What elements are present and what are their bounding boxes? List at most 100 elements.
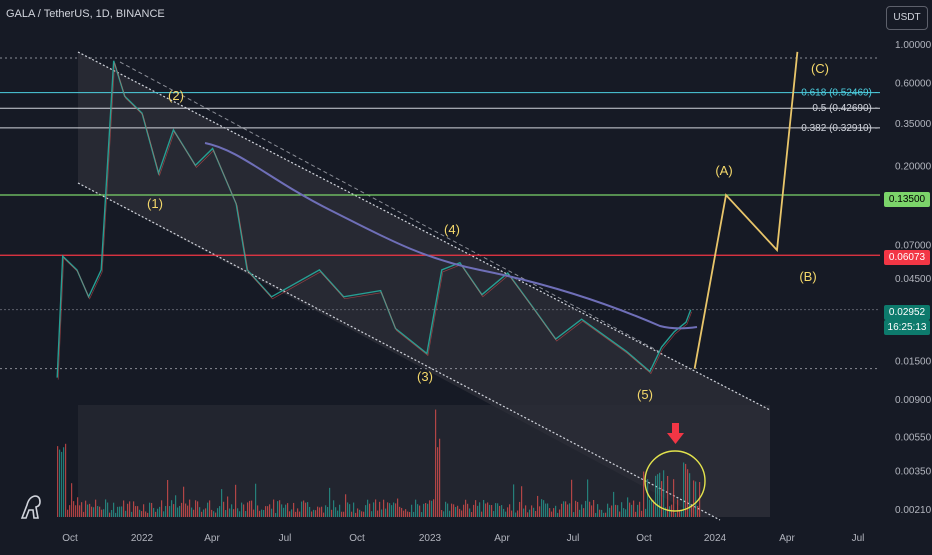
symbol-title: GALA / TetherUS, 1D, BINANCE	[6, 8, 165, 20]
volume-bar	[697, 506, 699, 517]
volume-bar	[291, 509, 293, 517]
volume-bar	[105, 499, 107, 517]
volume-bar	[147, 512, 149, 517]
volume-bar	[483, 499, 485, 517]
volume-bar	[309, 506, 311, 517]
volume-bar	[313, 509, 315, 517]
volume-bar	[445, 501, 447, 517]
volume-bar	[165, 506, 167, 517]
volume-bar	[125, 510, 127, 517]
volume-bar	[233, 509, 235, 517]
volume-bar	[413, 511, 415, 517]
volume-bar	[129, 501, 131, 517]
volume-bar	[507, 507, 509, 517]
volume-bar	[317, 506, 319, 517]
volume-bar	[117, 506, 119, 517]
volume-bar	[187, 505, 189, 517]
volume-bar	[669, 506, 671, 517]
volume-bar	[265, 506, 267, 517]
currency-button[interactable]: USDT	[886, 6, 928, 30]
volume-bar	[519, 501, 521, 517]
volume-bar	[401, 507, 403, 517]
volume-bar	[643, 471, 645, 517]
volume-bar	[645, 508, 647, 517]
volume-bar	[499, 505, 501, 517]
volume-bar	[365, 505, 367, 517]
volume-bar	[121, 506, 123, 517]
volume-bar	[289, 511, 291, 517]
volume-bar	[339, 504, 341, 517]
volume-bar	[549, 508, 551, 517]
volume-bar	[149, 502, 151, 517]
volume-bar	[247, 502, 249, 517]
volume-bar	[371, 511, 373, 517]
volume-bar	[101, 509, 103, 517]
volume-bar	[425, 503, 427, 517]
volume-bar	[245, 511, 247, 517]
volume-bar	[279, 500, 281, 517]
y-axis-tick-label: 0.20000	[895, 161, 932, 172]
volume-bar	[587, 479, 589, 517]
volume-bar	[281, 504, 283, 517]
volume-bar	[481, 511, 483, 517]
volume-bar	[397, 498, 399, 517]
volume-bar	[649, 499, 651, 517]
volume-bar	[211, 509, 213, 517]
channel-lower-line	[77, 182, 721, 521]
fib-level-label: 0.5 (0.42690) -	[812, 103, 878, 114]
volume-bar	[523, 508, 525, 517]
volume-bar	[415, 499, 417, 517]
volume-bar	[77, 497, 79, 517]
volume-bar	[119, 506, 121, 517]
volume-bar	[531, 505, 533, 517]
volume-bar	[241, 502, 243, 517]
volume-bar	[443, 511, 445, 517]
volume-bar	[411, 504, 413, 517]
volume-bar	[553, 508, 555, 517]
volume-bar	[473, 504, 475, 517]
volume-bar	[655, 475, 657, 517]
volume-bar	[61, 451, 63, 517]
volume-bar	[475, 500, 477, 517]
volume-bar	[85, 500, 87, 517]
tradingview-logo-icon[interactable]	[18, 488, 46, 522]
volume-bar	[607, 503, 609, 517]
volume-bar	[357, 508, 359, 517]
volume-bar	[491, 505, 493, 517]
volume-bar	[463, 504, 465, 517]
volume-bar	[603, 512, 605, 517]
volume-bar	[175, 495, 177, 517]
volume-bar	[677, 499, 679, 517]
y-axis-tick-label: 0.35000	[895, 119, 932, 130]
volume-bar	[383, 499, 385, 517]
volume-bar	[419, 505, 421, 517]
volume-bar	[89, 503, 91, 517]
volume-bar	[99, 506, 101, 517]
volume-bar	[157, 508, 159, 517]
volume-bar	[439, 438, 441, 517]
volume-bar	[71, 483, 73, 517]
volume-bar	[93, 507, 95, 517]
volume-bar	[403, 510, 405, 517]
volume-bar	[687, 469, 689, 517]
volume-bar	[315, 510, 317, 517]
volume-bar	[577, 501, 579, 517]
volume-bar	[487, 502, 489, 517]
volume-bar	[477, 505, 479, 517]
volume-bar	[285, 504, 287, 517]
volume-bar	[151, 502, 153, 517]
volume-bar	[625, 509, 627, 517]
volume-bar	[231, 504, 233, 517]
volume-bar	[579, 509, 581, 517]
volume-bar	[657, 474, 659, 517]
volume-bar	[423, 503, 425, 517]
volume-bar	[455, 506, 457, 517]
volume-bar	[67, 509, 69, 517]
volume-bar	[259, 510, 261, 517]
volume-bar	[407, 511, 409, 517]
volume-bar	[647, 479, 649, 517]
x-axis-tick-label: Jul	[567, 533, 580, 544]
volume-bar	[235, 484, 237, 517]
